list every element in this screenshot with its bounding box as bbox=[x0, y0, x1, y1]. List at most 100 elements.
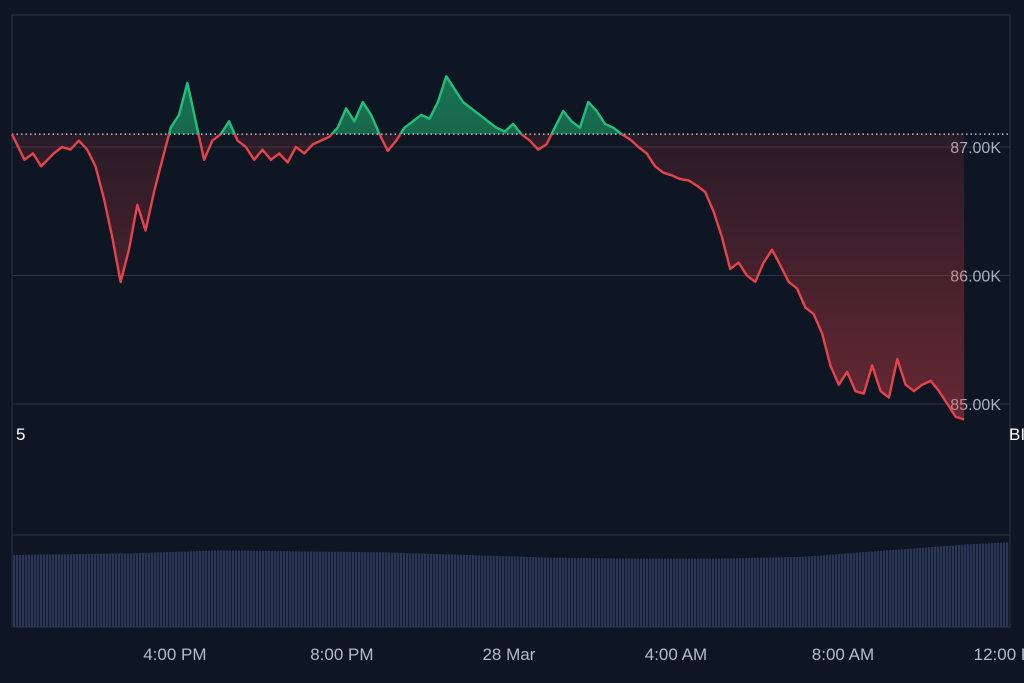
price-line-up bbox=[12, 75, 624, 135]
volume-bar bbox=[355, 551, 358, 627]
volume-bar bbox=[502, 556, 505, 627]
volume-bar bbox=[88, 553, 91, 627]
volume-bar bbox=[994, 543, 997, 627]
volume-bar bbox=[871, 551, 874, 627]
volume-bar bbox=[754, 557, 757, 627]
volume-bar bbox=[832, 554, 835, 627]
volume-bar bbox=[547, 557, 550, 627]
volume-bar bbox=[421, 553, 424, 627]
volume-bar bbox=[487, 555, 490, 627]
volume-bar bbox=[844, 553, 847, 627]
volume-bar bbox=[505, 556, 508, 627]
volume-bar bbox=[424, 553, 427, 627]
volume-bar bbox=[865, 551, 868, 627]
volume-bar bbox=[448, 554, 451, 627]
volume-bar bbox=[160, 552, 163, 627]
volume-bar bbox=[187, 551, 190, 627]
volume-bar bbox=[58, 554, 61, 627]
volume-bar bbox=[985, 543, 988, 627]
volume-bar bbox=[784, 557, 787, 627]
volume-bar bbox=[85, 553, 88, 627]
volume-bar bbox=[52, 554, 55, 627]
volume-bar bbox=[715, 558, 718, 627]
volume-bar bbox=[817, 555, 820, 627]
volume-bar bbox=[805, 556, 808, 627]
volume-bar bbox=[343, 551, 346, 627]
volume-bar bbox=[898, 549, 901, 627]
volume-bar bbox=[127, 553, 130, 627]
volume-bar bbox=[997, 542, 1000, 627]
volume-bar bbox=[331, 551, 334, 627]
volume-bar bbox=[247, 550, 250, 627]
volume-bar bbox=[394, 552, 397, 627]
volume-bar bbox=[307, 551, 310, 627]
volume-bar bbox=[286, 551, 289, 627]
volume-bar bbox=[364, 552, 367, 627]
volume-bar bbox=[799, 556, 802, 627]
volume-bar bbox=[517, 556, 520, 627]
volume-bar bbox=[508, 556, 511, 627]
volume-bar bbox=[442, 554, 445, 627]
volume-bar bbox=[760, 557, 763, 627]
volume-bar bbox=[406, 553, 409, 627]
volume-bar bbox=[433, 553, 436, 627]
volume-bar bbox=[823, 555, 826, 627]
volume-bar bbox=[274, 551, 277, 627]
volume-bar bbox=[76, 554, 79, 627]
volume-bar bbox=[460, 554, 463, 627]
volume-bar bbox=[469, 555, 472, 627]
volume-bar bbox=[67, 554, 70, 627]
volume-bar bbox=[238, 550, 241, 627]
volume-bar bbox=[559, 557, 562, 627]
volume-bar bbox=[703, 558, 706, 627]
volume-bar bbox=[388, 552, 391, 627]
volume-bar bbox=[478, 555, 481, 627]
volume-bar bbox=[925, 547, 928, 627]
volume-bar bbox=[109, 553, 112, 627]
volume-bar bbox=[889, 550, 892, 627]
x-tick-label: 8:00 AM bbox=[812, 645, 874, 664]
volume-bar bbox=[946, 545, 949, 627]
volume-bar bbox=[481, 555, 484, 627]
volume-bar bbox=[793, 556, 796, 627]
volume-bar bbox=[847, 553, 850, 627]
volume-bar bbox=[391, 552, 394, 627]
volume-bar bbox=[130, 553, 133, 627]
volume-bar bbox=[49, 554, 52, 627]
volume-bar bbox=[25, 554, 28, 627]
volume-bar bbox=[862, 552, 865, 627]
volume-bar bbox=[151, 552, 154, 627]
volume-bar bbox=[982, 543, 985, 627]
volume-bar bbox=[691, 558, 694, 627]
volume-bar bbox=[346, 551, 349, 627]
volume-bar bbox=[601, 558, 604, 627]
volume-bar bbox=[259, 550, 262, 627]
volume-bar bbox=[439, 554, 442, 627]
volume-bar bbox=[562, 557, 565, 627]
volume-bar bbox=[745, 558, 748, 627]
volume-bar bbox=[673, 558, 676, 627]
volume-bar bbox=[280, 551, 283, 627]
volume-bar bbox=[352, 551, 355, 627]
volume-bar bbox=[19, 554, 22, 627]
volume-bar bbox=[397, 552, 400, 627]
volume-bar bbox=[226, 550, 229, 627]
volume-bar bbox=[220, 550, 223, 627]
volume-bar bbox=[472, 555, 475, 627]
volume-bar bbox=[775, 557, 778, 627]
volume-bar bbox=[136, 553, 139, 627]
volume-bar bbox=[361, 552, 364, 627]
volume-bar bbox=[841, 553, 844, 627]
volume-bar bbox=[520, 556, 523, 627]
volume-bar bbox=[727, 558, 730, 627]
volume-bar bbox=[373, 552, 376, 627]
volume-bar bbox=[298, 551, 301, 627]
volume-bar bbox=[214, 550, 217, 627]
volume-bar bbox=[94, 553, 97, 627]
volume-bar bbox=[796, 556, 799, 627]
volume-bar bbox=[496, 555, 499, 627]
right-edge-label: BI bbox=[1009, 425, 1024, 444]
volume-bar bbox=[184, 551, 187, 627]
volume-bar bbox=[586, 558, 589, 627]
